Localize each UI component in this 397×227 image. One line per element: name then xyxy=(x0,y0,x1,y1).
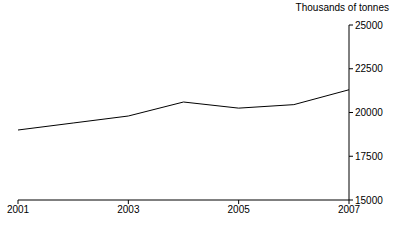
svg-text:15000: 15000 xyxy=(355,195,383,206)
svg-text:2007: 2007 xyxy=(338,204,361,215)
svg-text:2003: 2003 xyxy=(117,204,140,215)
svg-text:2001: 2001 xyxy=(8,204,30,215)
html-text:Thousands of tonnes: Thousands of tonnes xyxy=(295,2,389,13)
svg-text:25000: 25000 xyxy=(355,20,383,31)
svg-text:20000: 20000 xyxy=(355,107,383,118)
svg-text:17500: 17500 xyxy=(355,151,383,162)
svg-text:22500: 22500 xyxy=(355,63,383,74)
svg-text:2005: 2005 xyxy=(228,204,251,215)
